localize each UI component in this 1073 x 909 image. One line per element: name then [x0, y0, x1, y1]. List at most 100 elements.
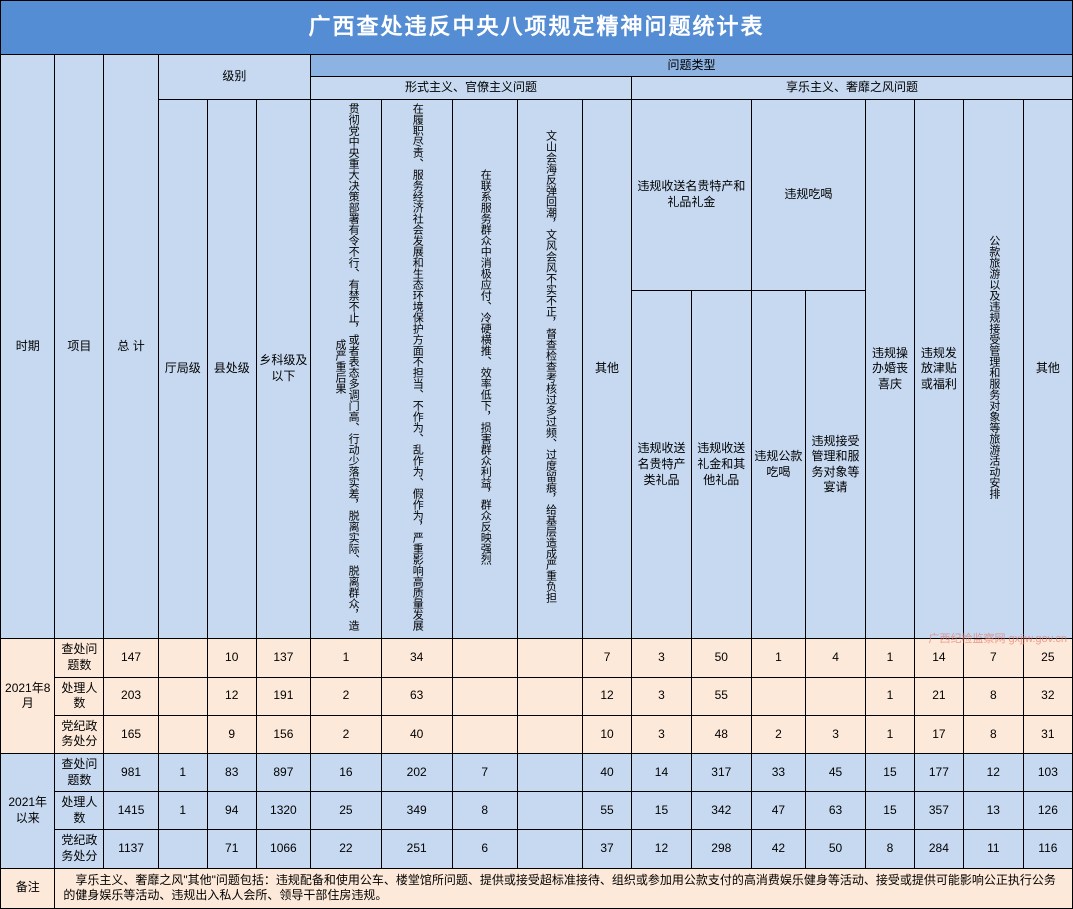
cell: 10	[583, 715, 632, 753]
cell	[158, 715, 207, 753]
hdr-eat-group: 违规吃喝	[751, 99, 865, 291]
cell: 1	[865, 715, 914, 753]
hdr-hedonism: 享乐主义、奢靡之风问题	[632, 77, 1073, 100]
table-title: 广西查处违反中央八项规定精神问题统计表	[1, 1, 1073, 55]
cell: 71	[207, 830, 256, 868]
cell: 13	[963, 792, 1023, 830]
hdr-travel: 公款旅游以及违规接受管理和服务对象等旅游活动安排	[987, 235, 1000, 499]
cell	[517, 639, 582, 677]
hdr-eat2: 违规接受管理和服务对象等宴请	[806, 291, 866, 639]
cell: 8	[963, 677, 1023, 715]
cell: 17	[914, 715, 963, 753]
cell	[517, 792, 582, 830]
hdr-gift2: 违规收送礼金和其他礼品	[691, 291, 751, 639]
cell: 11	[963, 830, 1023, 868]
cell: 8	[963, 715, 1023, 753]
cell: 103	[1023, 753, 1072, 791]
hdr-problem-type: 问题类型	[311, 54, 1073, 77]
cell: 15	[865, 753, 914, 791]
cell: 7	[452, 753, 517, 791]
cell: 4	[806, 639, 866, 677]
cell: 2	[751, 715, 805, 753]
cell: 8	[452, 792, 517, 830]
row-item: 查处问题数	[55, 753, 104, 791]
cell: 202	[381, 753, 452, 791]
cell	[517, 677, 582, 715]
row-item: 处理人数	[55, 792, 104, 830]
cell: 32	[1023, 677, 1072, 715]
hdr-gift1: 违规收送名贵特产类礼品	[632, 291, 692, 639]
cell: 21	[914, 677, 963, 715]
cell: 7	[963, 639, 1023, 677]
cell	[806, 677, 866, 715]
cell: 137	[256, 639, 310, 677]
cell: 349	[381, 792, 452, 830]
cell: 50	[806, 830, 866, 868]
cell: 63	[381, 677, 452, 715]
cell: 116	[1023, 830, 1072, 868]
cell: 14	[914, 639, 963, 677]
cell: 126	[1023, 792, 1072, 830]
cell: 2	[311, 677, 382, 715]
cell: 40	[381, 715, 452, 753]
hdr-f3: 在联系服务群众中消极应付、冷硬横推、效率低下，损害群众利益，群众反映强烈	[478, 169, 491, 565]
cell: 3	[632, 677, 692, 715]
cell: 12	[632, 830, 692, 868]
cell: 25	[311, 792, 382, 830]
cell	[517, 830, 582, 868]
cell: 42	[751, 830, 805, 868]
cell: 284	[914, 830, 963, 868]
cell: 33	[751, 753, 805, 791]
cell: 298	[691, 830, 751, 868]
cell: 55	[691, 677, 751, 715]
cell: 31	[1023, 715, 1072, 753]
cell: 1	[865, 677, 914, 715]
cell: 47	[751, 792, 805, 830]
note-text: 享乐主义、奢靡之风"其他"问题包括：违规配备和使用公车、楼堂馆所问题、提供或接受…	[55, 868, 1073, 908]
cell: 94	[207, 792, 256, 830]
cell: 1	[158, 792, 207, 830]
cell	[158, 830, 207, 868]
hdr-total: 总 计	[104, 54, 158, 639]
period-label: 2021年以来	[1, 753, 55, 868]
cell: 37	[583, 830, 632, 868]
hdr-f5: 其他	[583, 99, 632, 639]
row-item: 党纪政务处分	[55, 830, 104, 868]
cell: 1137	[104, 830, 158, 868]
cell: 8	[865, 830, 914, 868]
cell: 191	[256, 677, 310, 715]
cell: 1	[865, 639, 914, 677]
cell: 45	[806, 753, 866, 791]
hdr-period: 时期	[1, 54, 55, 639]
hdr-level-xiang: 乡科级及以下	[256, 99, 310, 639]
cell: 9	[207, 715, 256, 753]
cell: 6	[452, 830, 517, 868]
cell: 50	[691, 639, 751, 677]
cell: 1415	[104, 792, 158, 830]
cell: 15	[632, 792, 692, 830]
hdr-item: 项目	[55, 54, 104, 639]
hdr-f1: 贯彻党中央重大决策部署有令不行、有禁不止，或者表态多调门高、行动少落实差，脱离实…	[333, 100, 359, 633]
cell: 317	[691, 753, 751, 791]
note-label: 备注	[1, 868, 55, 908]
cell	[517, 715, 582, 753]
cell: 12	[583, 677, 632, 715]
cell: 3	[632, 715, 692, 753]
cell: 165	[104, 715, 158, 753]
hdr-level-ting: 厅局级	[158, 99, 207, 639]
cell: 12	[207, 677, 256, 715]
cell: 55	[583, 792, 632, 830]
cell: 15	[865, 792, 914, 830]
cell: 1	[311, 639, 382, 677]
row-item: 查处问题数	[55, 639, 104, 677]
cell: 22	[311, 830, 382, 868]
cell: 34	[381, 639, 452, 677]
cell: 251	[381, 830, 452, 868]
cell: 16	[311, 753, 382, 791]
cell: 357	[914, 792, 963, 830]
hdr-f2: 在履职尽责、服务经济社会发展和生态环境保护方面不担当、不作为、乱作为、假作为，严…	[410, 103, 423, 631]
cell: 63	[806, 792, 866, 830]
hdr-allow: 违规发放津贴或福利	[914, 99, 963, 639]
cell: 3	[806, 715, 866, 753]
cell	[158, 677, 207, 715]
